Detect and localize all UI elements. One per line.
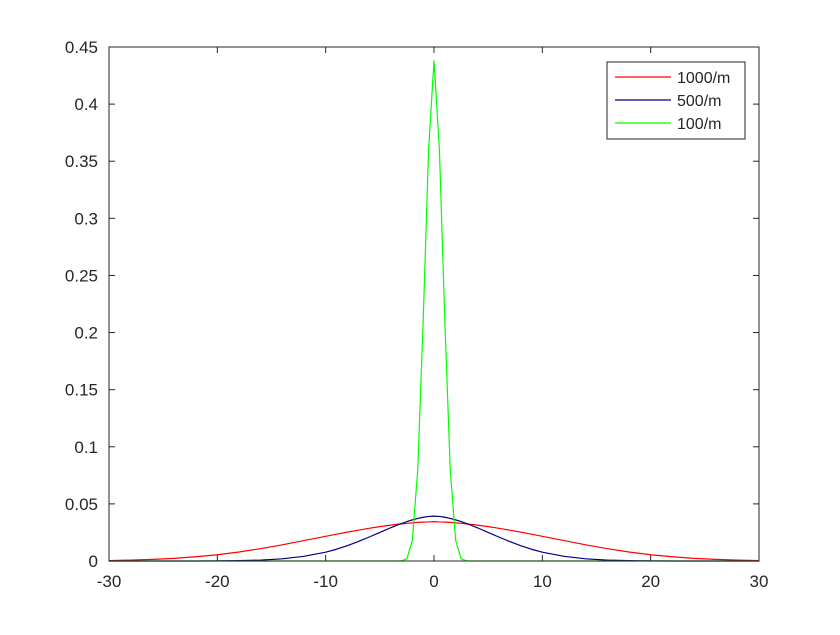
legend-box	[606, 61, 746, 140]
legend-label: 100/m	[677, 116, 721, 133]
y-tick-label: 0.3	[74, 209, 98, 228]
y-axis-ticks: 0 0.05 0.1 0.15 0.2 0.25 0.3 0.35 0.4 0.45	[65, 38, 759, 571]
legend: 1000/m 500/m 100/m	[606, 61, 746, 140]
y-tick-label: 0.25	[65, 266, 98, 285]
series-line-0	[108, 520, 760, 562]
y-tick-label: 0.35	[65, 152, 98, 171]
x-tick-label: -10	[313, 572, 338, 591]
x-tick-label: -30	[97, 572, 122, 591]
y-tick-label: 0.2	[74, 324, 98, 343]
legend-label: 1000/m	[677, 70, 730, 87]
y-tick-label: 0	[89, 552, 98, 571]
x-axis-ticks: -30 -20 -10 0 10 20 30	[97, 47, 769, 591]
series-line-1	[109, 515, 759, 562]
x-tick-label: 30	[750, 572, 769, 591]
x-tick-label: 20	[641, 572, 660, 591]
y-tick-label: 0.15	[65, 381, 98, 400]
x-tick-label: -20	[205, 572, 230, 591]
y-tick-label: 0.1	[74, 438, 98, 457]
y-tick-label: 0.45	[65, 38, 98, 57]
x-tick-label: 0	[429, 572, 438, 591]
x-tick-label: 10	[533, 572, 552, 591]
legend-label: 500/m	[677, 93, 721, 110]
y-tick-label: 0.05	[65, 495, 98, 514]
y-tick-label: 0.4	[74, 95, 98, 114]
